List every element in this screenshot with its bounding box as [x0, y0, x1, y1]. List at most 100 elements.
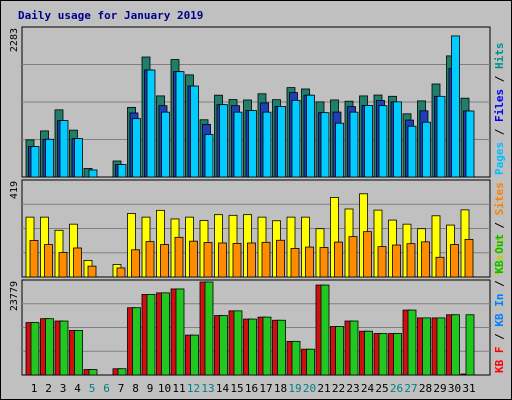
bar-sites — [334, 241, 343, 278]
day-label: 17 — [259, 382, 272, 395]
day-label: 26 — [390, 382, 403, 395]
day-label: 11 — [172, 382, 185, 395]
bar-pages — [45, 138, 54, 178]
bar-kb-out — [291, 340, 301, 376]
bar-sites — [44, 244, 53, 278]
bar-sites — [160, 244, 169, 278]
day-label: 27 — [404, 382, 417, 395]
bar-kb-out — [175, 288, 185, 376]
bar-pages — [219, 104, 228, 178]
bar-sites — [58, 252, 68, 278]
x-axis-day-labels: 1 2 3 4 5 6 7 8 9 10 11 12 13 14 15 16 17 18 19 20 21 22 23 24 2… — [31, 382, 476, 395]
bar-pages — [465, 110, 475, 178]
legend-entry: / — [493, 274, 506, 294]
bar-pages — [378, 105, 388, 178]
day-label: 19 — [288, 382, 301, 395]
bar-pages — [117, 164, 127, 178]
bar-sites — [247, 242, 256, 278]
bar-sites — [464, 238, 474, 278]
day-label: 18 — [274, 382, 287, 395]
day-label: 30 — [448, 382, 461, 395]
day-label: 28 — [419, 382, 432, 395]
day-label: 31 — [462, 382, 475, 395]
day-label: 4 — [74, 382, 81, 395]
bar-kb-out — [378, 333, 388, 376]
day-label: 25 — [375, 382, 388, 395]
panel-kbin-kbout: 23779 KB F / KB In / KB Out — [9, 234, 506, 376]
day-label: 7 — [118, 382, 125, 395]
legend-entry: Sites — [493, 182, 506, 215]
legend-entry: KB Out — [493, 234, 506, 274]
bar-kb-out — [117, 368, 127, 376]
bar-sites — [290, 248, 300, 278]
legend-entry: Hits — [493, 43, 506, 70]
bar-pages — [88, 169, 98, 178]
legend-entry: / — [493, 122, 506, 142]
bar-pages — [132, 118, 141, 178]
chart-panels: 2283 Pages / Files / Hits 419 Visits / Site… — [9, 26, 506, 376]
bar-pages — [364, 104, 373, 178]
bar-pages — [451, 35, 460, 178]
bar-sites — [276, 239, 285, 278]
bar-sites — [203, 242, 213, 278]
day-label: 16 — [245, 382, 258, 395]
day-label: 22 — [332, 382, 345, 395]
bar-pages — [349, 111, 359, 178]
bar-kb-out — [407, 309, 417, 376]
bar-pages — [393, 101, 402, 178]
panel-legend: Visits / Sites — [493, 182, 506, 275]
bar-sites — [377, 246, 387, 278]
day-label: 21 — [317, 382, 330, 395]
bar-kb-out — [422, 317, 431, 376]
legend-entry: Pages — [493, 142, 506, 175]
bar-kb-out — [190, 334, 199, 376]
legend-entry: / — [493, 69, 506, 89]
bar-sites — [232, 243, 242, 278]
y-axis-max-label: 2283 — [9, 28, 20, 52]
bar-kb-out — [132, 307, 141, 376]
y-axis-max-label: 419 — [9, 181, 20, 199]
bar-kb-out — [146, 294, 156, 376]
legend-entry: Visits — [493, 235, 506, 275]
bar-kb-out — [45, 318, 54, 376]
bar-pages — [306, 94, 315, 178]
bar-pages — [74, 138, 83, 178]
bar-kb-out — [262, 316, 272, 376]
bar-pages — [335, 122, 344, 178]
bar-pages — [59, 120, 69, 178]
bar-pages — [204, 134, 214, 178]
bar-kb-out — [335, 326, 344, 376]
bar-pages — [146, 69, 156, 178]
day-label: 20 — [303, 382, 316, 395]
bar-kb-out — [59, 320, 69, 376]
bar-sites — [435, 256, 445, 278]
bar-pages — [262, 111, 272, 178]
bar-kb-out — [204, 281, 214, 376]
bar-kb-out — [233, 310, 243, 376]
panel-legend: KB F / KB In / KB Out — [493, 234, 506, 373]
bar-kb-out — [320, 284, 330, 376]
bar-pages — [320, 112, 330, 178]
bar-kb-out — [436, 317, 446, 376]
bar-kb-out — [161, 292, 170, 376]
day-label: 2 — [45, 382, 52, 395]
day-label: 13 — [201, 382, 214, 395]
bar-sites — [116, 267, 126, 278]
chart-title: Daily usage for January 2019 — [18, 9, 203, 22]
bar-sites — [406, 243, 416, 278]
bar-pages — [436, 95, 446, 178]
day-label: 5 — [89, 382, 96, 395]
legend-entry: KB In — [493, 294, 506, 327]
bar-sites — [131, 249, 140, 278]
bar-pages — [407, 125, 417, 178]
bar-pages — [233, 111, 243, 178]
bar-sites — [174, 236, 184, 278]
bar-kb-out — [88, 369, 98, 376]
bar-sites — [450, 244, 459, 278]
bar-kb-out — [248, 318, 257, 376]
y-axis-max-label: 23779 — [9, 281, 20, 311]
bar-pages — [291, 99, 301, 178]
panel-legend: Pages / Files / Hits — [493, 43, 506, 176]
